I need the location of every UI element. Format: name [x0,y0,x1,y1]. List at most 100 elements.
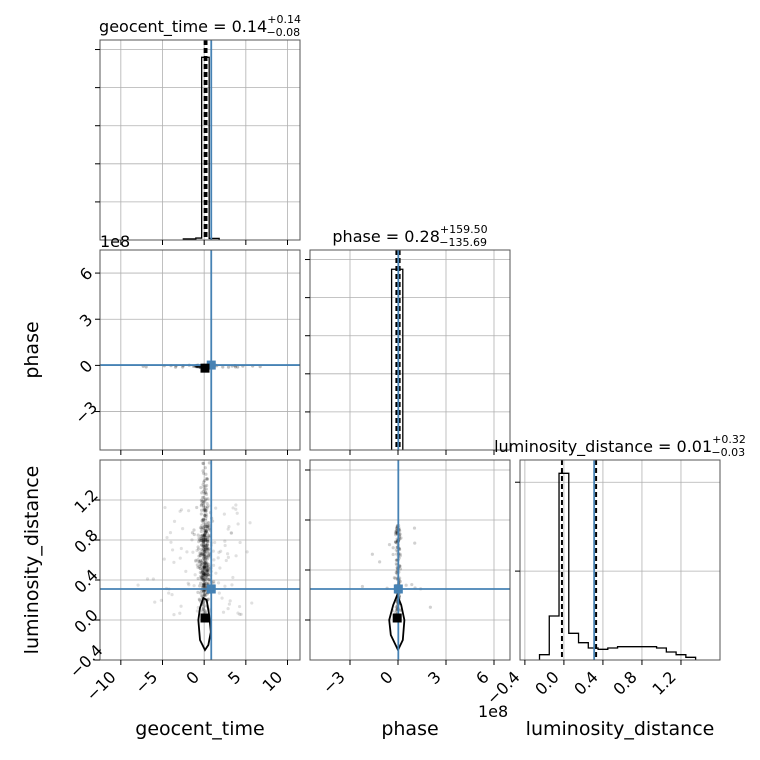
luminosity_distance-title: luminosity_distance = 0.01+0.32 −0.03 [494,433,746,459]
luminosity_distance_vs_geocent_time-sample-point-112 [207,551,211,555]
luminosity_distance_vs_geocent_time-sample-point-350 [199,591,203,595]
luminosity_distance_vs_geocent_time-sample-point-14 [204,530,208,534]
luminosity_distance_vs_geocent_time-sample-point-404 [199,575,203,579]
luminosity_distance_vs_geocent_time-sample-point-168 [201,544,205,548]
luminosity_distance_vs_geocent_time-sample-point-373 [202,593,206,597]
luminosity_distance_vs_geocent_time-sample-point-126 [199,589,203,593]
luminosity_distance_vs_geocent_time-sample-point-96 [198,551,202,555]
luminosity_distance_vs_geocent_time-sample-point-303 [201,499,205,503]
luminosity_distance_vs_geocent_time-sample-point-4 [204,534,208,538]
luminosity_distance_vs_geocent_time-sample-point-411 [199,503,203,508]
luminosity_distance_vs_geocent_time-sample-point-9 [199,558,203,562]
luminosity_distance_vs_geocent_time-sample-point-422 [223,584,227,588]
luminosity_distance_vs_geocent_time-sample-point-371 [203,466,207,470]
luminosity_distance_vs_geocent_time-sample-point-18 [199,562,203,567]
luminosity_distance_vs_geocent_time-sample-point-288 [205,477,209,481]
luminosity_distance_vs_geocent_time-sample-point-492 [190,538,194,542]
luminosity_distance_vs_geocent_time-sample-point-497 [179,546,183,551]
luminosity_distance_vs_geocent_time-sample-point-426 [193,573,197,577]
luminosity_distance_vs_geocent_time-sample-point-51 [201,544,205,548]
offset-label-phase-axis: 1e8 [100,232,130,251]
luminosity_distance_vs_geocent_time-sample-point-62 [200,609,205,613]
luminosity_distance_vs_geocent_time-sample-point-170 [199,539,203,543]
luminosity_distance_vs_geocent_time-sample-point-428 [186,581,190,585]
luminosity_distance_vs_phase-sample-point-157 [394,530,398,534]
phase_vs_geocent_time-sample-point-52 [197,365,201,369]
luminosity_distance_vs_geocent_time-sample-point-518 [231,506,235,510]
luminosity_distance_vs_geocent_time-sample-point-22 [198,559,203,564]
luminosity_distance_vs_geocent_time-sample-point-104 [203,547,207,551]
luminosity_distance_vs_geocent_time-sample-point-59 [195,505,199,510]
luminosity_distance_vs_geocent_time-sample-point-60 [203,573,207,577]
luminosity_distance_vs_geocent_time-sample-point-36 [202,578,206,583]
phase_vs_geocent_time-sample-point-99 [226,365,231,369]
luminosity_distance_vs_geocent_time-sample-point-101 [199,534,203,538]
luminosity_distance_vs_phase-sample-point-54 [393,610,398,615]
luminosity_distance_vs_geocent_time-sample-point-289 [205,506,209,511]
luminosity_distance_vs_phase-sample-point-121 [398,532,402,536]
luminosity_distance_vs_geocent_time-sample-point-203 [198,598,202,602]
luminosity_distance_vs_geocent_time-sample-point-200 [202,538,206,542]
luminosity_distance_vs_geocent_time-sample-point-504 [136,583,140,587]
luminosity_distance_vs_geocent_time-sample-point-407 [199,554,203,558]
luminosity_distance_vs_geocent_time-sample-point-502 [205,568,209,572]
luminosity_distance_vs_geocent_time-sample-point-395 [206,572,210,577]
luminosity_distance_vs_geocent_time-sample-point-143 [196,590,200,594]
luminosity_distance_vs_geocent_time-sample-point-19 [201,526,205,530]
luminosity_distance_vs_geocent_time-sample-point-418 [203,545,207,549]
ylabel-phase: phase [21,321,43,378]
luminosity_distance_vs_geocent_time-sample-point-500 [206,547,210,551]
luminosity_distance_vs_geocent_time-sample-point-188 [202,583,206,587]
luminosity_distance_vs_geocent_time-sample-point-191 [204,539,208,543]
geocent_time-title-upper: +0.14 [267,13,301,26]
luminosity_distance_vs_geocent_time-sample-point-186 [202,542,206,547]
luminosity_distance_vs_geocent_time-sample-point-362 [203,566,207,570]
luminosity_distance_vs_geocent_time-sample-point-93 [198,566,202,570]
luminosity_distance_vs_geocent_time-sample-point-516 [172,560,176,564]
luminosity_distance_vs_geocent_time-sample-point-511 [185,550,189,554]
luminosity_distance_vs_geocent_time-sample-point-142 [205,565,209,569]
luminosity_distance_vs_geocent_time-sample-point-308 [200,568,204,572]
luminosity_distance_vs_geocent_time-sample-point-331 [202,593,206,597]
luminosity_distance_vs_geocent_time-sample-point-94 [207,524,211,528]
luminosity_distance_vs_phase-sample-point-29 [392,576,396,580]
luminosity_distance_vs_geocent_time-sample-point-76 [202,571,206,575]
luminosity_distance_vs_geocent_time-sample-point-177 [204,542,208,546]
luminosity_distance_vs_geocent_time-sample-point-409 [198,553,202,558]
luminosity_distance_vs_geocent_time-sample-point-257 [203,527,208,531]
luminosity_distance_vs_geocent_time-sample-point-105 [204,579,208,583]
luminosity_distance_vs_geocent_time-sample-point-348 [207,535,211,539]
luminosity_distance-title-lower: −0.03 [711,446,745,459]
luminosity_distance_vs_geocent_time-sample-point-192 [205,557,210,561]
luminosity_distance_vs_geocent_time-sample-point-75 [195,563,199,567]
luminosity_distance_vs_geocent_time-sample-point-121 [203,574,207,579]
luminosity_distance_vs_geocent_time-sample-point-35 [204,509,208,513]
luminosity_distance_vs_geocent_time-sample-point-68 [204,487,208,491]
luminosity_distance_vs_geocent_time-sample-point-274 [205,502,209,506]
luminosity_distance_vs_geocent_time-sample-point-194 [201,537,206,542]
luminosity_distance_vs_geocent_time-sample-point-431 [178,611,182,615]
phase_vs_geocent_time-sample-point-105 [233,365,238,369]
luminosity_distance_vs_geocent_time-sample-point-508 [202,564,206,568]
luminosity_distance_vs_geocent_time-sample-point-293 [207,564,211,568]
luminosity_distance_vs_geocent_time-sample-point-482 [179,604,183,608]
luminosity_distance_vs_geocent_time-sample-point-149 [204,529,208,533]
luminosity_distance_vs_geocent_time-sample-point-451 [165,535,169,540]
luminosity_distance_vs_phase-sample-point-109 [394,548,398,552]
luminosity_distance_vs_geocent_time-sample-point-236 [201,461,205,465]
luminosity_distance_vs_geocent_time-sample-point-73 [203,573,207,577]
luminosity_distance_vs_geocent_time-sample-point-486 [172,519,177,523]
luminosity_distance_vs_geocent_time-sample-point-206 [204,555,208,560]
luminosity_distance_vs_geocent_time-sample-point-135 [204,538,208,542]
luminosity_distance_vs_geocent_time-sample-point-510 [223,543,227,548]
luminosity_distance_vs_geocent_time-sample-point-417 [203,561,207,566]
luminosity_distance_vs_geocent_time-sample-point-462 [221,610,226,614]
luminosity_distance_vs_geocent_time-truth-marker [206,584,216,594]
luminosity_distance_vs_geocent_time-sample-point-144 [205,577,209,581]
luminosity_distance_vs_geocent_time-sample-point-5 [206,497,210,501]
luminosity_distance_vs_geocent_time-sample-point-50 [198,570,202,575]
luminosity_distance_vs_geocent_time-sample-point-436 [187,509,191,513]
xlabel-geocent-time: geocent_time [135,718,264,740]
luminosity_distance_vs_geocent_time-sample-point-410 [204,560,208,564]
luminosity_distance_vs_geocent_time-sample-point-311 [207,547,211,551]
